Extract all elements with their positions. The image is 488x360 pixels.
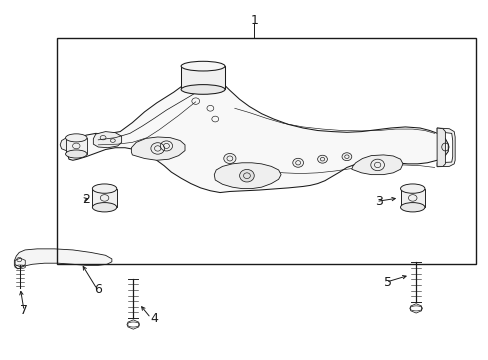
Polygon shape: [68, 72, 447, 193]
Ellipse shape: [239, 170, 254, 182]
Polygon shape: [214, 163, 281, 189]
Polygon shape: [436, 128, 445, 166]
Text: 7: 7: [20, 305, 28, 318]
Ellipse shape: [224, 153, 236, 163]
Text: 5: 5: [384, 276, 391, 289]
Ellipse shape: [160, 141, 172, 151]
Ellipse shape: [341, 153, 351, 161]
Ellipse shape: [92, 203, 117, 212]
Polygon shape: [14, 249, 112, 269]
Polygon shape: [60, 137, 81, 152]
Text: 4: 4: [150, 311, 158, 325]
Ellipse shape: [181, 61, 224, 71]
Polygon shape: [351, 155, 402, 175]
Text: 6: 6: [94, 283, 102, 296]
Ellipse shape: [400, 203, 424, 212]
Ellipse shape: [65, 150, 87, 158]
Bar: [181, 66, 224, 89]
Bar: [92, 189, 117, 207]
Polygon shape: [436, 128, 454, 167]
Bar: [57, 39, 475, 264]
Ellipse shape: [181, 85, 224, 94]
Bar: [65, 138, 87, 154]
Text: 3: 3: [374, 195, 382, 208]
Ellipse shape: [400, 184, 424, 193]
Polygon shape: [131, 137, 184, 160]
Text: 1: 1: [250, 14, 258, 27]
Bar: [400, 189, 424, 207]
Ellipse shape: [65, 134, 87, 142]
Text: 2: 2: [82, 193, 90, 206]
Ellipse shape: [292, 158, 303, 167]
Ellipse shape: [92, 184, 117, 193]
Ellipse shape: [317, 155, 327, 163]
Polygon shape: [93, 132, 122, 148]
